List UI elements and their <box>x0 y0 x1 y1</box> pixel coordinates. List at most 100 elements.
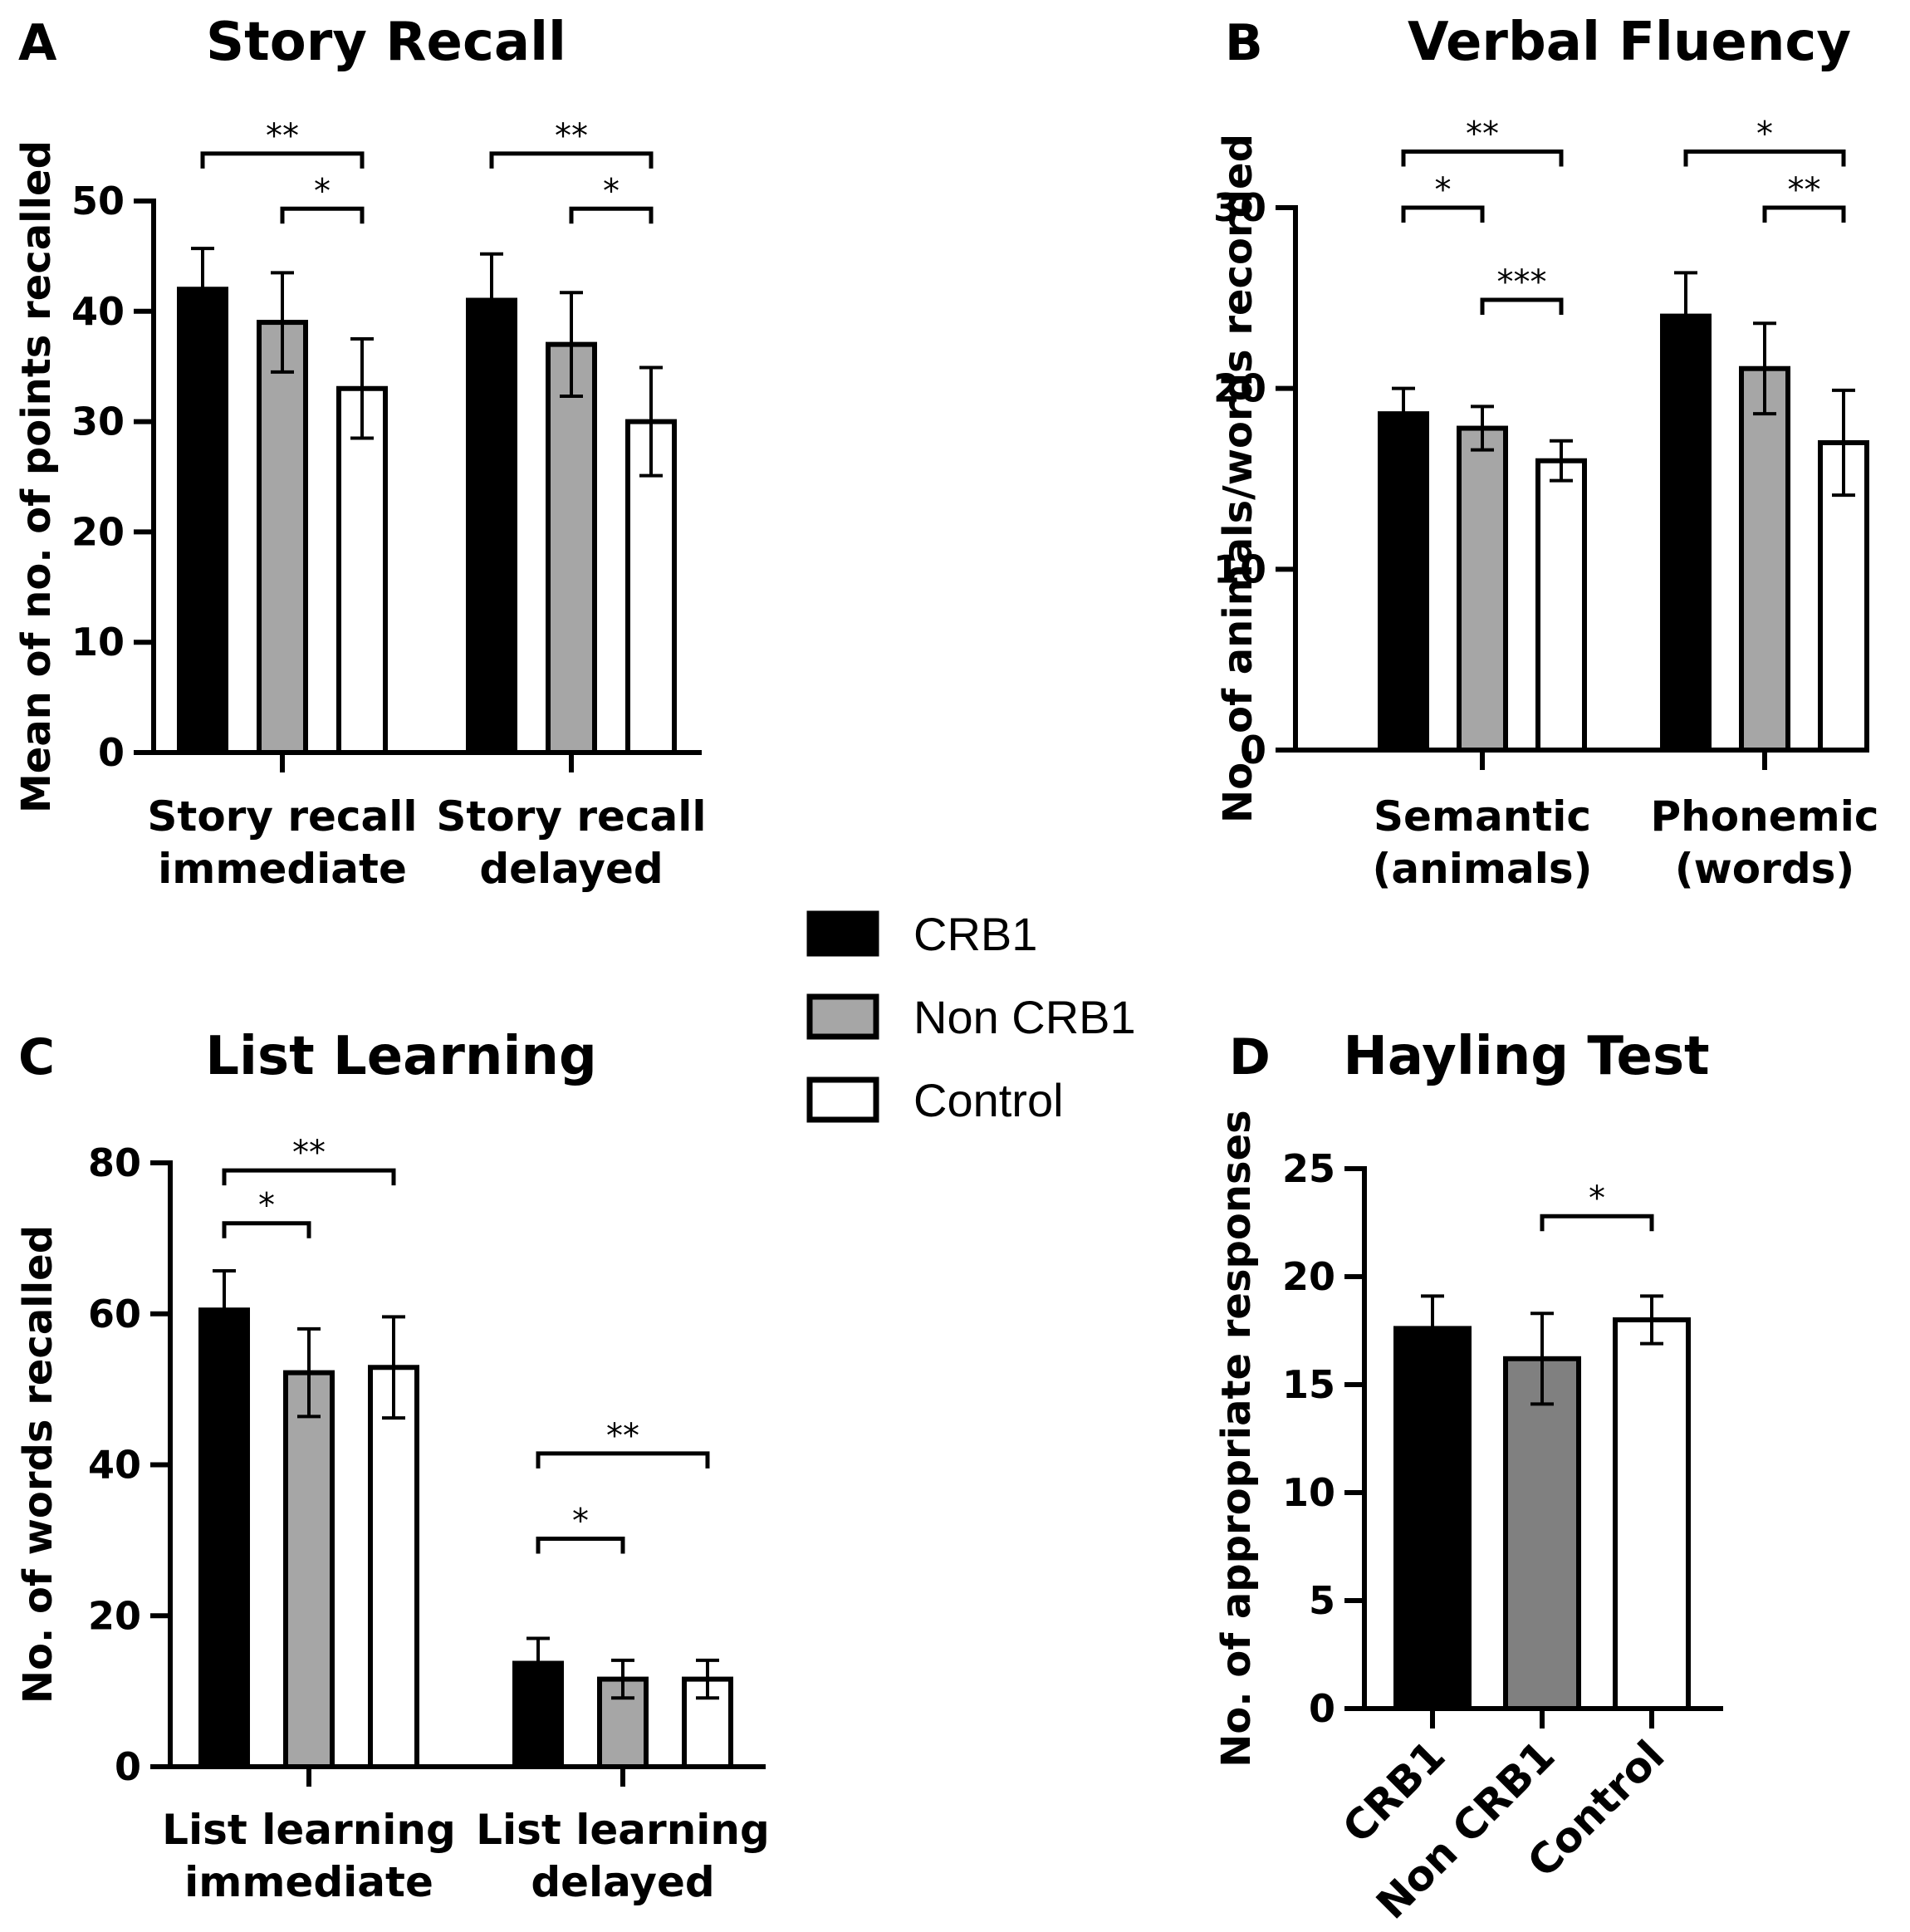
y-tick-label: 60 <box>88 1292 141 1336</box>
significance-bracket <box>280 206 365 224</box>
x-category-label: (animals) <box>1373 845 1593 893</box>
x-category-label: delayed <box>479 845 663 893</box>
bar-crb1 <box>1660 313 1712 753</box>
significance-label: * <box>572 1503 589 1541</box>
significance-label: * <box>1435 171 1452 209</box>
x-category-label: Story recall <box>147 792 417 841</box>
x-category-label: Phonemic <box>1651 792 1879 841</box>
significance-bracket <box>1480 297 1564 316</box>
bar-non-crb1 <box>257 320 308 755</box>
chart-title: Hayling Test <box>1343 1026 1709 1087</box>
x-category-label: List learning <box>162 1806 456 1854</box>
significance-label: ** <box>266 117 299 155</box>
significance-bracket <box>536 1451 710 1469</box>
bar-control <box>1535 458 1587 753</box>
x-category-label: List learning <box>476 1806 770 1854</box>
y-tick-label: 80 <box>88 1140 141 1185</box>
y-axis-label: No. of animals/words recorded <box>1215 134 1261 823</box>
y-tick-label: 0 <box>1309 1686 1335 1731</box>
significance-label: * <box>258 1187 275 1225</box>
bar-crb1 <box>177 287 228 755</box>
y-tick-label: 30 <box>71 400 125 444</box>
bar-non-crb1 <box>546 341 597 755</box>
chart-title: Verbal Fluency <box>1408 12 1851 73</box>
y-tick-label: 30 <box>1213 185 1266 230</box>
y-tick-label: 40 <box>88 1443 141 1488</box>
significance-label: ** <box>292 1134 326 1172</box>
y-tick-label: 20 <box>1282 1254 1335 1299</box>
significance-label: * <box>1589 1179 1605 1218</box>
significance-label: * <box>1756 115 1773 154</box>
significance-bracket <box>536 1537 625 1554</box>
significance-label: ** <box>1788 171 1821 209</box>
panel-a-story-recall: A Story Recall Mean of no. of points recal… <box>13 12 707 893</box>
y-tick-label: 25 <box>1282 1146 1335 1191</box>
legend-swatch-control <box>806 1076 879 1123</box>
y-axis-label: Mean of no. of points recalled <box>13 140 60 813</box>
panel-d-hayling-test: D Hayling Test No. of appropriate response… <box>1213 1026 1723 1929</box>
y-tick-label: 10 <box>1213 547 1266 591</box>
significance-label: ** <box>555 117 588 155</box>
y-tick-label: 0 <box>98 730 125 775</box>
legend: CRB1 Non CRB1 Control <box>806 908 1136 1126</box>
legend-swatch-crb1 <box>806 910 879 957</box>
x-category-label: Story recall <box>436 792 706 841</box>
chart-title: List Learning <box>205 1026 597 1087</box>
legend-label: Non CRB1 <box>913 991 1136 1043</box>
y-axis-label: No. of appropriate responses <box>1213 1110 1260 1768</box>
bar-non-crb1 <box>1457 425 1508 753</box>
x-category-label: immediate <box>158 845 407 893</box>
significance-label: * <box>314 172 331 210</box>
significance-bracket <box>489 151 654 169</box>
y-tick-label: 40 <box>71 289 125 334</box>
panel-letter: D <box>1229 1028 1271 1086</box>
significance-bracket <box>1401 150 1564 167</box>
y-tick-label: 15 <box>1282 1362 1335 1407</box>
y-tick-label: 20 <box>88 1593 141 1638</box>
panel-b-verbal-fluency: B Verbal Fluency No. of animals/words reco… <box>1213 12 1879 893</box>
significance-bracket <box>1540 1214 1654 1232</box>
legend-label: Control <box>913 1074 1064 1126</box>
significance-label: *** <box>1497 263 1547 302</box>
significance-bracket <box>222 1168 396 1186</box>
significance-bracket <box>222 1221 311 1238</box>
bar-control <box>336 385 388 755</box>
legend-swatch-non-crb1 <box>806 993 879 1040</box>
significance-bracket <box>1762 205 1846 223</box>
x-category-label: delayed <box>531 1858 714 1906</box>
chart-title: Story Recall <box>206 12 566 73</box>
significance-label: ** <box>606 1417 639 1455</box>
significance-bracket <box>569 206 654 224</box>
y-tick-label: 10 <box>71 620 125 664</box>
bar-crb1 <box>1378 411 1429 753</box>
x-category-label: Semantic <box>1374 792 1591 841</box>
panel-c-list-learning: C List Learning No. of words recalled 0 20 40… <box>15 1026 770 1906</box>
bar-crb1 <box>1393 1326 1472 1712</box>
bar-non-crb1 <box>1503 1356 1581 1712</box>
significance-label: * <box>603 172 620 210</box>
y-axis-label: No. of words recalled <box>15 1225 61 1704</box>
significance-bracket <box>1683 150 1846 167</box>
bar-non-crb1 <box>283 1370 335 1769</box>
y-tick-label: 0 <box>115 1744 141 1789</box>
significance-bracket <box>200 151 365 169</box>
y-tick-label: 50 <box>71 179 125 223</box>
significance-bracket <box>1401 205 1485 223</box>
x-category-label: (words) <box>1675 845 1854 893</box>
bar-crb1 <box>198 1307 250 1770</box>
panel-letter: C <box>18 1028 55 1086</box>
bar-control <box>1613 1317 1691 1711</box>
y-tick-label: 10 <box>1282 1470 1335 1515</box>
y-tick-label: 20 <box>71 509 125 554</box>
legend-label: CRB1 <box>913 908 1037 960</box>
x-category-label: immediate <box>184 1858 433 1906</box>
bar-crb1 <box>466 297 517 755</box>
y-tick-label: 20 <box>1213 366 1266 411</box>
bar-control <box>368 1365 419 1769</box>
bar-non-crb1 <box>1739 365 1790 753</box>
panel-letter: B <box>1225 14 1263 72</box>
y-tick-label: 0 <box>1240 728 1266 772</box>
significance-label: ** <box>1466 115 1499 154</box>
panel-letter: A <box>18 14 57 72</box>
